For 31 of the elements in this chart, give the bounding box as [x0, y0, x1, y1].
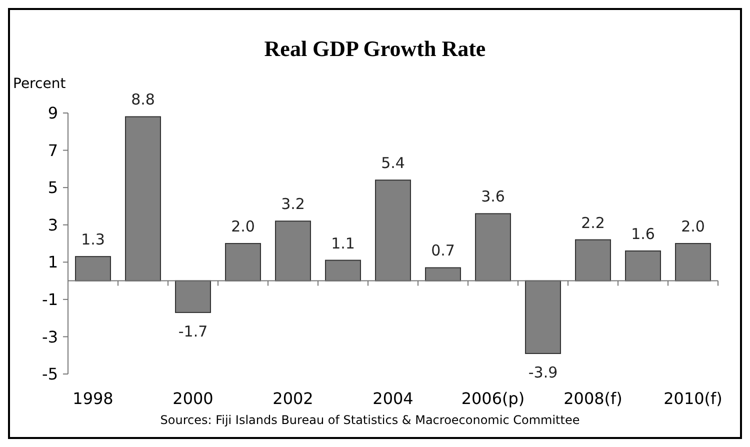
data-label: -3.9	[528, 363, 558, 382]
x-tick-label: 2000	[172, 389, 214, 408]
data-label: 8.8	[131, 90, 155, 109]
data-label: 2.2	[581, 214, 605, 232]
x-tick-label: 1998	[72, 389, 114, 408]
data-label: -1.7	[178, 322, 208, 340]
data-label: 3.6	[481, 188, 505, 206]
x-tick-label: 2010(f)	[664, 389, 722, 408]
data-label: 3.2	[281, 195, 305, 214]
y-tick-label: 1	[48, 252, 58, 272]
y-tick-label: -5	[42, 364, 58, 384]
data-label: 0.7	[431, 242, 455, 260]
source-note: Sources: Fiji Islands Bureau of Statistics & Macroeconomic Committee	[160, 413, 580, 427]
x-tick-label: 2002	[272, 389, 314, 408]
x-tick-label: 2008(f)	[564, 389, 622, 408]
data-label: 1.3	[81, 230, 105, 249]
data-label: 1.6	[631, 224, 655, 243]
data-label: 2.0	[231, 218, 255, 236]
x-tick-label: 2006(p)	[461, 389, 525, 408]
y-tick-label: 5	[48, 178, 58, 198]
y-tick-label: -1	[42, 290, 58, 310]
y-tick-label: 3	[48, 215, 58, 234]
x-tick-label: 2004	[372, 389, 414, 408]
y-tick-label: 7	[48, 140, 58, 160]
data-label: 1.1	[331, 234, 355, 252]
data-label: 5.4	[381, 154, 405, 172]
y-tick-label: -3	[42, 327, 58, 346]
y-axis-title: Percent	[13, 76, 66, 92]
y-tick-label: 9	[48, 104, 58, 123]
data-label: 2.0	[681, 218, 705, 236]
chart-title: Real GDP Growth Rate	[264, 36, 486, 61]
